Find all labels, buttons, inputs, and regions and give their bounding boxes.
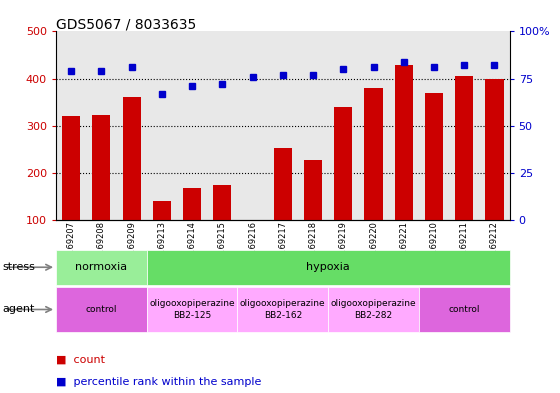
Bar	[147, 287, 237, 332]
Bar	[274, 148, 292, 220]
Bar	[425, 93, 443, 220]
Text: oligooxopiperazine
BB2-125: oligooxopiperazine BB2-125	[150, 299, 235, 320]
Text: agent: agent	[3, 305, 35, 314]
Text: oligooxopiperazine
BB2-162: oligooxopiperazine BB2-162	[240, 299, 325, 320]
Bar	[56, 287, 147, 332]
Bar	[56, 250, 147, 285]
Bar	[62, 116, 80, 220]
Bar	[395, 65, 413, 220]
Bar	[123, 97, 141, 220]
Bar	[183, 188, 201, 220]
Bar	[237, 287, 328, 332]
Text: normoxia: normoxia	[75, 262, 128, 272]
Bar	[455, 76, 473, 220]
Bar	[92, 116, 110, 220]
Text: control: control	[86, 305, 117, 314]
Text: stress: stress	[3, 262, 36, 272]
Bar	[334, 107, 352, 220]
Bar	[213, 185, 231, 220]
Bar	[365, 88, 382, 220]
Bar	[153, 201, 171, 220]
Text: oligooxopiperazine
BB2-282: oligooxopiperazine BB2-282	[331, 299, 416, 320]
Text: ■  count: ■ count	[56, 354, 105, 365]
Text: ■  percentile rank within the sample: ■ percentile rank within the sample	[56, 377, 262, 387]
Bar	[419, 287, 510, 332]
Bar	[304, 160, 322, 220]
Bar	[328, 287, 419, 332]
Text: control: control	[449, 305, 480, 314]
Bar	[147, 250, 510, 285]
Text: GDS5067 / 8033635: GDS5067 / 8033635	[56, 18, 196, 32]
Bar	[486, 79, 503, 220]
Text: hypoxia: hypoxia	[306, 262, 350, 272]
